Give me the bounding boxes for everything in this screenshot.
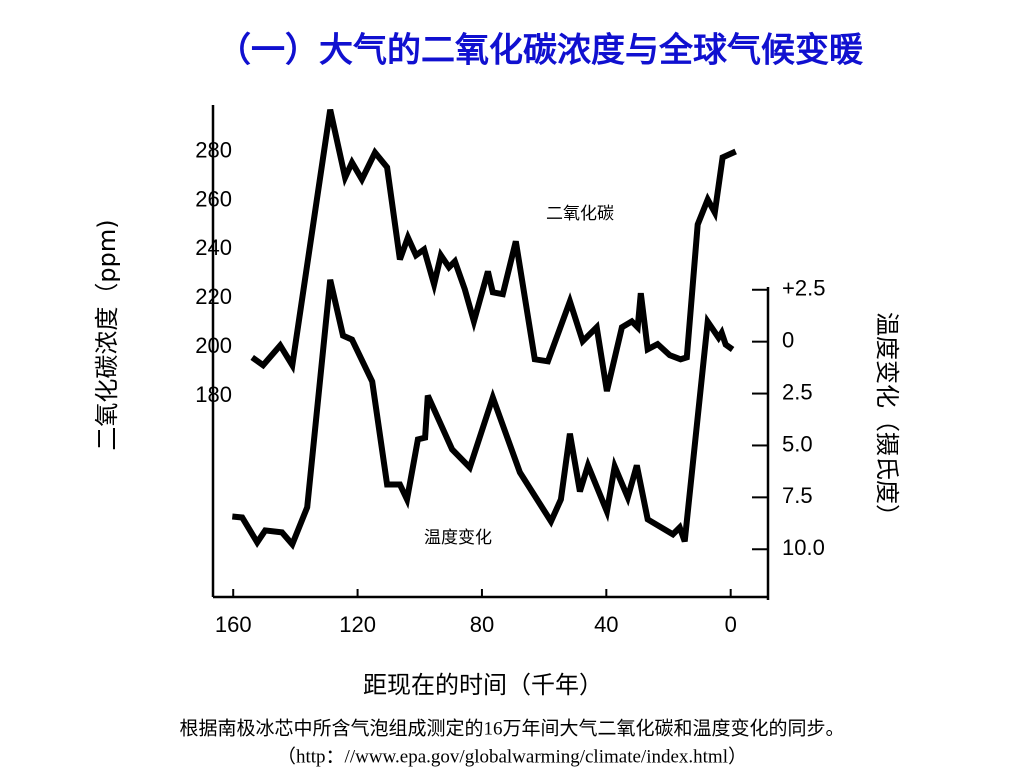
y2-axis-title: 温度变化（摄氏度）	[873, 312, 901, 528]
y2-tick-label: 5.0	[782, 431, 813, 456]
y2-tick-label: 7.5	[782, 483, 813, 508]
annotation: 二氧化碳	[546, 204, 614, 224]
x-tick-label: 40	[594, 612, 618, 637]
y2-tick-label: 0	[782, 327, 794, 352]
caption: 根据南极冰芯中所含气泡组成测定的16万年间大气二氧化碳和温度变化的同步。	[179, 717, 844, 739]
data-line	[231, 279, 735, 550]
y-tick-label: 220	[195, 284, 232, 309]
y2-tick-label: +2.5	[782, 276, 825, 301]
data-line	[250, 109, 737, 392]
y-tick-label: 180	[195, 382, 232, 407]
y-axis-title: 二氧化碳浓度（ppm)	[93, 219, 121, 450]
x-tick-label: 160	[215, 612, 252, 637]
caption: （http：//www.epa.gov/globalwarming/climat…	[277, 745, 747, 767]
annotation: 温度变化	[424, 528, 492, 548]
y-tick-label: 260	[195, 186, 232, 211]
x-axis-title: 距现在的时间（千年）	[363, 671, 603, 699]
y-tick-label: 280	[195, 137, 232, 162]
x-tick-label: 120	[339, 612, 376, 637]
x-tick-label: 80	[470, 612, 494, 637]
x-tick-label: 0	[725, 612, 737, 637]
y-tick-label: 200	[195, 333, 232, 358]
y2-tick-label: 10.0	[782, 535, 825, 560]
slide-title: （一）大气的二氧化碳浓度与全球气候变暖	[217, 31, 864, 71]
y-tick-label: 240	[195, 235, 232, 260]
y2-tick-label: 2.5	[782, 379, 813, 404]
